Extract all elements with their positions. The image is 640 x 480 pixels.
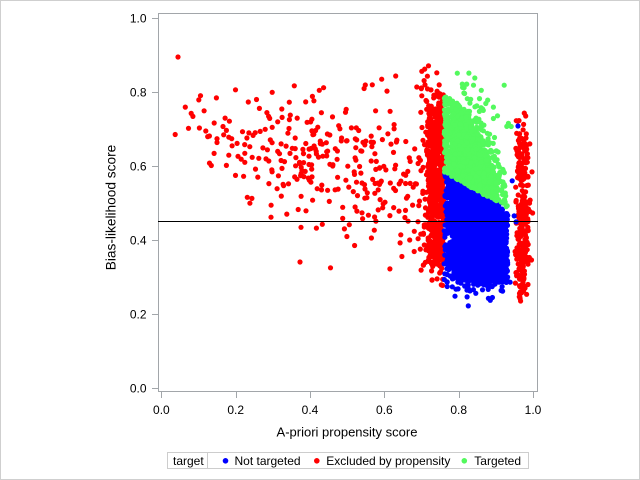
svg-text:0.6: 0.6 [130, 160, 147, 174]
svg-text:0.8: 0.8 [130, 86, 147, 100]
svg-text:0.2: 0.2 [227, 403, 244, 417]
svg-text:0.8: 0.8 [450, 403, 467, 417]
svg-text:0.0: 0.0 [153, 403, 170, 417]
svg-text:0.4: 0.4 [130, 234, 147, 248]
svg-text:0.0: 0.0 [130, 382, 147, 396]
svg-text:0.4: 0.4 [302, 403, 319, 417]
svg-text:0.6: 0.6 [376, 403, 393, 417]
svg-text:1.0: 1.0 [130, 12, 147, 26]
svg-text:A-priori propensity score: A-priori propensity score [277, 425, 418, 440]
svg-text:Bias-likelihood score: Bias-likelihood score [104, 145, 119, 271]
svg-text:1.0: 1.0 [525, 403, 542, 417]
svg-text:0.2: 0.2 [130, 308, 147, 322]
